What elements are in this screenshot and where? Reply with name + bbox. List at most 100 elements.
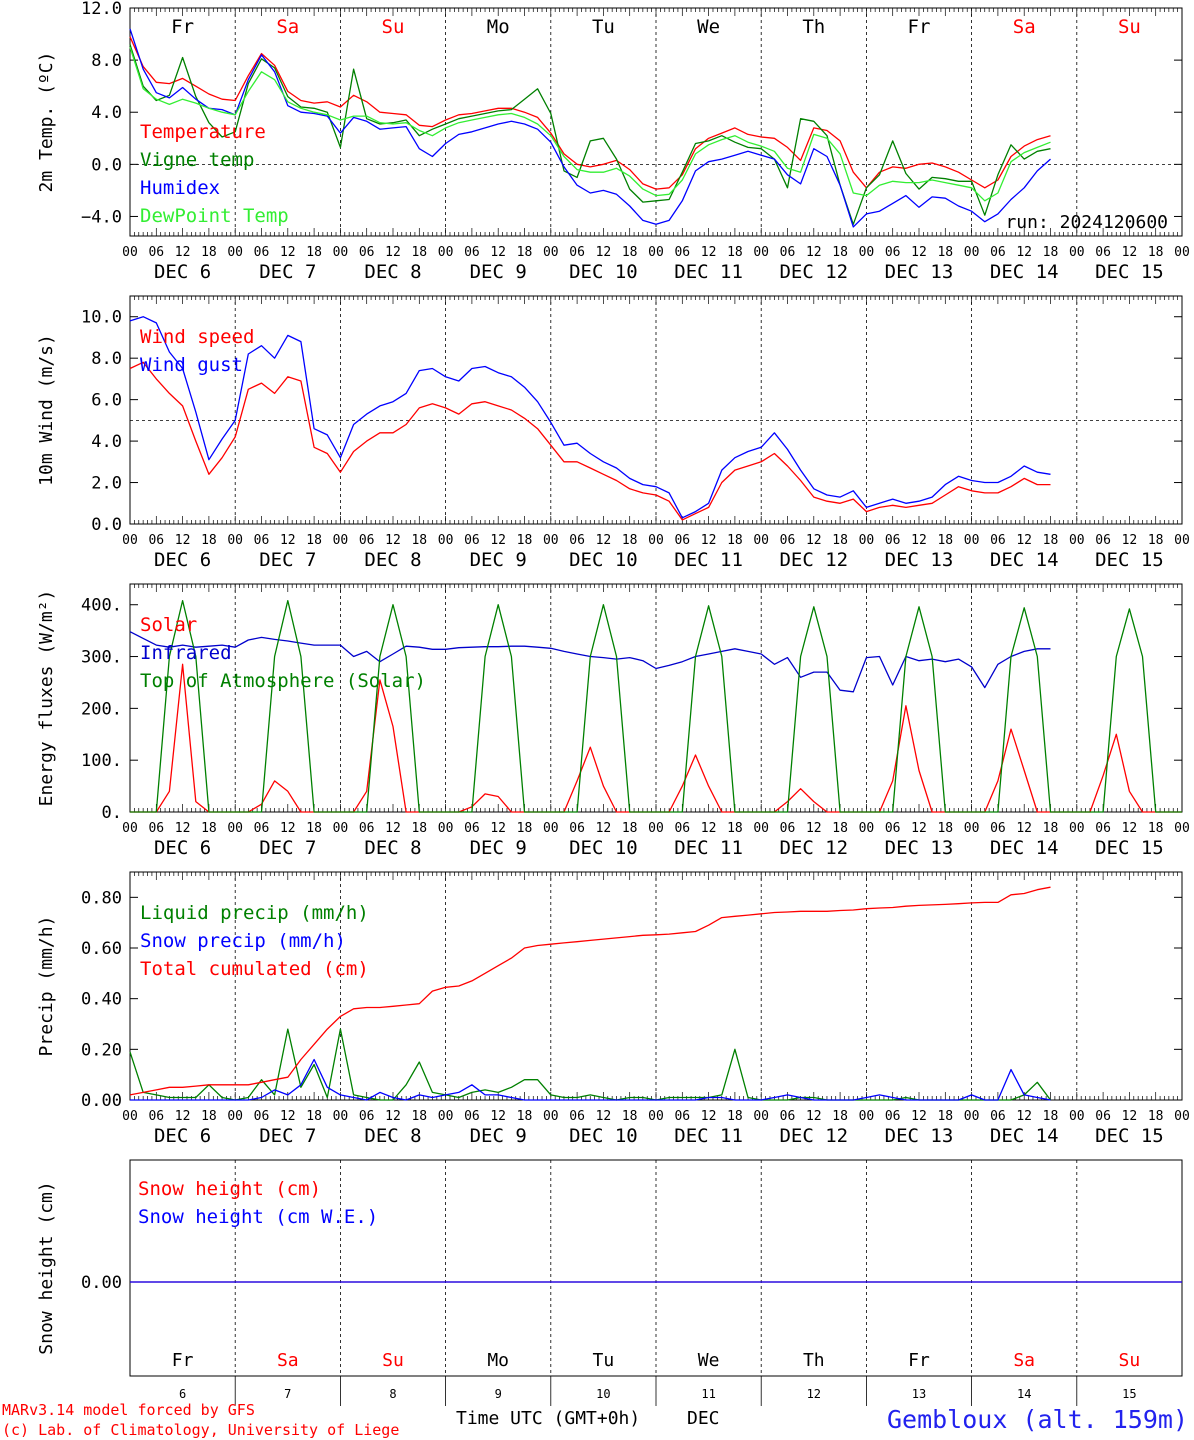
hour-label: 00 xyxy=(648,533,664,548)
x-axis-month: DEC xyxy=(687,1408,720,1429)
date-label: DEC 10 xyxy=(569,837,638,859)
legend-entry: DewPoint Temp xyxy=(140,205,289,227)
hour-label: 18 xyxy=(411,245,427,260)
day-number: 11 xyxy=(701,1387,715,1401)
hour-label: 00 xyxy=(543,821,559,836)
date-label: DEC 7 xyxy=(259,549,316,571)
y-tick-label: 10.0 xyxy=(81,308,122,328)
hour-label: 00 xyxy=(543,1109,559,1124)
hour-label: 06 xyxy=(359,821,375,836)
hour-label: 06 xyxy=(464,245,480,260)
hour-label: 18 xyxy=(1043,245,1059,260)
hour-label: 18 xyxy=(411,821,427,836)
hour-label: 18 xyxy=(1148,821,1164,836)
panel-3: 0. 100. 200. 300. 400. Energy fluxes (W/m²) 00… xyxy=(36,583,1190,859)
hour-label: 18 xyxy=(517,1109,533,1124)
hour-label: 06 xyxy=(359,245,375,260)
date-label: DEC 9 xyxy=(470,261,527,283)
hour-label: 06 xyxy=(569,1109,585,1124)
legend-entry: Solar xyxy=(140,614,197,636)
y-axis-title: Snow height (cm) xyxy=(36,1181,57,1354)
y-tick-label: 300. xyxy=(81,648,122,668)
y-tick-label: 0.80 xyxy=(81,888,122,908)
legend-entry: Vigne temp xyxy=(140,149,254,171)
date-label: DEC 6 xyxy=(154,1125,211,1147)
hour-label: 06 xyxy=(885,533,901,548)
hour-label: 12 xyxy=(911,1109,927,1124)
hour-label: 12 xyxy=(806,1109,822,1124)
station-name: Gembloux (alt. 159m) xyxy=(887,1405,1188,1434)
legend-entry: Liquid precip (mm/h) xyxy=(140,902,369,924)
y-tick-label: 400. xyxy=(81,596,122,616)
hour-label: 18 xyxy=(517,533,533,548)
hour-label: 12 xyxy=(701,1109,717,1124)
hour-label: 06 xyxy=(885,245,901,260)
hour-label: 00 xyxy=(859,245,875,260)
legend-entry: Snow height (cm) xyxy=(138,1178,321,1200)
date-label: DEC 13 xyxy=(885,837,954,859)
date-label: DEC 10 xyxy=(569,1125,638,1147)
date-label: DEC 6 xyxy=(154,549,211,571)
hour-label: 18 xyxy=(201,821,217,836)
hour-label: 00 xyxy=(648,245,664,260)
date-label: DEC 6 xyxy=(154,261,211,283)
y-tick-label: 0.60 xyxy=(81,939,122,959)
hour-label: 12 xyxy=(806,245,822,260)
hour-label: 00 xyxy=(1174,533,1190,548)
hour-label: 18 xyxy=(1043,821,1059,836)
legend-entry: Temperature xyxy=(140,121,266,143)
hour-label: 00 xyxy=(859,1109,875,1124)
hour-label: 18 xyxy=(832,821,848,836)
series-line-1 xyxy=(129,36,1051,190)
legend-entry: Infrared xyxy=(140,642,232,664)
hour-label: 12 xyxy=(701,245,717,260)
hour-label: 18 xyxy=(622,1109,638,1124)
date-label: DEC 7 xyxy=(259,837,316,859)
hour-label: 12 xyxy=(1122,533,1138,548)
hour-label: 12 xyxy=(596,533,612,548)
hour-label: 18 xyxy=(517,821,533,836)
y-tick-label: 100. xyxy=(81,751,122,771)
weekday-label: Th xyxy=(802,16,825,38)
date-label: DEC 12 xyxy=(779,837,848,859)
date-label: DEC 6 xyxy=(154,837,211,859)
hour-label: 12 xyxy=(806,533,822,548)
date-label: DEC 10 xyxy=(569,261,638,283)
hour-label: 12 xyxy=(280,245,296,260)
weekday-label: We xyxy=(698,1350,720,1371)
day-number: 7 xyxy=(284,1387,291,1401)
weekday-label: Tu xyxy=(593,1350,615,1371)
hour-label: 12 xyxy=(175,245,191,260)
hour-label: 12 xyxy=(911,533,927,548)
series-line-1 xyxy=(129,361,1051,521)
hour-label: 18 xyxy=(1148,533,1164,548)
hour-label: 00 xyxy=(964,1109,980,1124)
date-label: DEC 8 xyxy=(364,261,421,283)
weekday-label: Su xyxy=(382,1350,404,1371)
hour-label: 00 xyxy=(1174,821,1190,836)
hour-label: 00 xyxy=(333,1109,349,1124)
date-label: DEC 13 xyxy=(885,549,954,571)
hour-label: 18 xyxy=(727,533,743,548)
series-line-2 xyxy=(129,316,1051,519)
series-line-2 xyxy=(129,44,1051,225)
series-line-1 xyxy=(129,1028,1052,1101)
legend-entry: Total cumulated (cm) xyxy=(140,958,369,980)
weekday-label: We xyxy=(697,16,720,38)
date-label: DEC 9 xyxy=(470,837,527,859)
weekday-label: Sa xyxy=(1013,1350,1035,1371)
hour-label: 00 xyxy=(122,1109,138,1124)
hour-label: 12 xyxy=(1016,821,1032,836)
y-axis-title: 10m Wind (m/s) xyxy=(36,334,57,486)
hour-label: 12 xyxy=(1016,245,1032,260)
hour-label: 18 xyxy=(306,533,322,548)
hour-label: 18 xyxy=(622,533,638,548)
hour-label: 12 xyxy=(490,533,506,548)
hour-label: 12 xyxy=(1122,1109,1138,1124)
hour-label: 00 xyxy=(1174,245,1190,260)
panel-1: −4.00.04.08.012.02m Temp. (ºC)00 06 12 18DE… xyxy=(36,0,1190,283)
date-label: DEC 14 xyxy=(990,1125,1059,1147)
y-axis-title: Energy fluxes (W/m²) xyxy=(36,590,57,807)
hour-label: 00 xyxy=(1069,533,1085,548)
